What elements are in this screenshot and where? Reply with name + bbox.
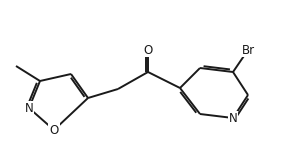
Text: Br: Br — [241, 43, 255, 56]
Text: N: N — [229, 112, 237, 125]
Text: O: O — [143, 43, 153, 56]
Text: O: O — [49, 123, 59, 136]
Text: N: N — [25, 101, 33, 114]
